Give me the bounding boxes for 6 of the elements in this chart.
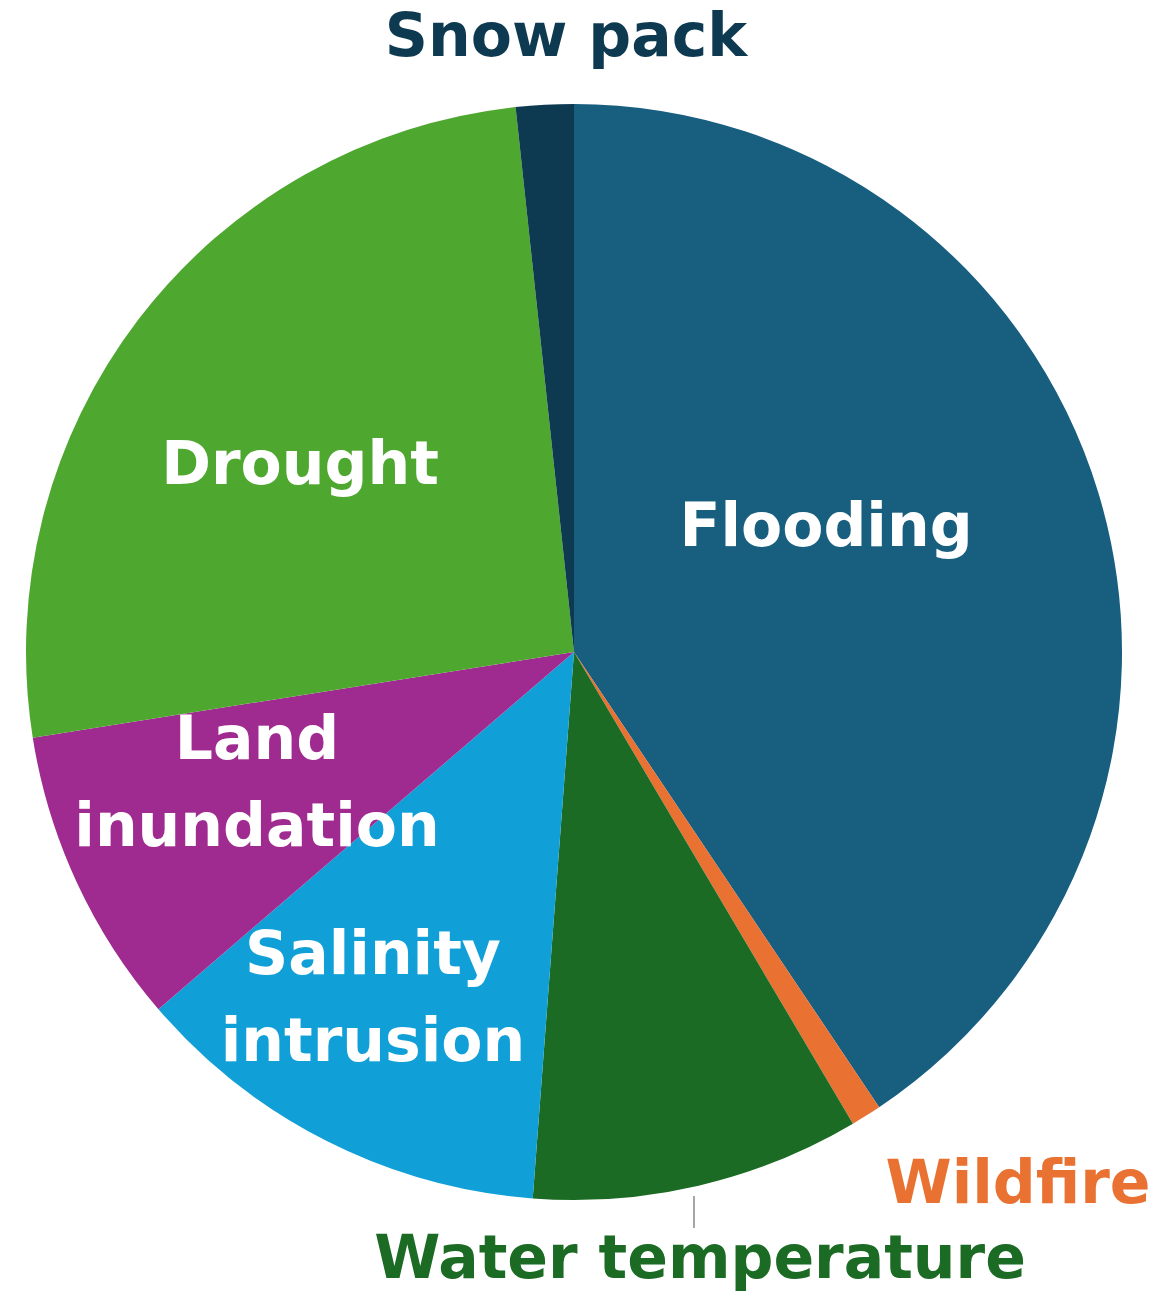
slice-label: Salinity intrusion xyxy=(220,917,526,1075)
slice-label: Drought xyxy=(161,427,439,498)
slice-label: Flooding xyxy=(679,489,973,560)
slice-label: Water temperature xyxy=(374,1221,1026,1292)
slice-label: Wildfire xyxy=(885,1146,1151,1217)
slice-label: Snow pack xyxy=(384,0,750,70)
